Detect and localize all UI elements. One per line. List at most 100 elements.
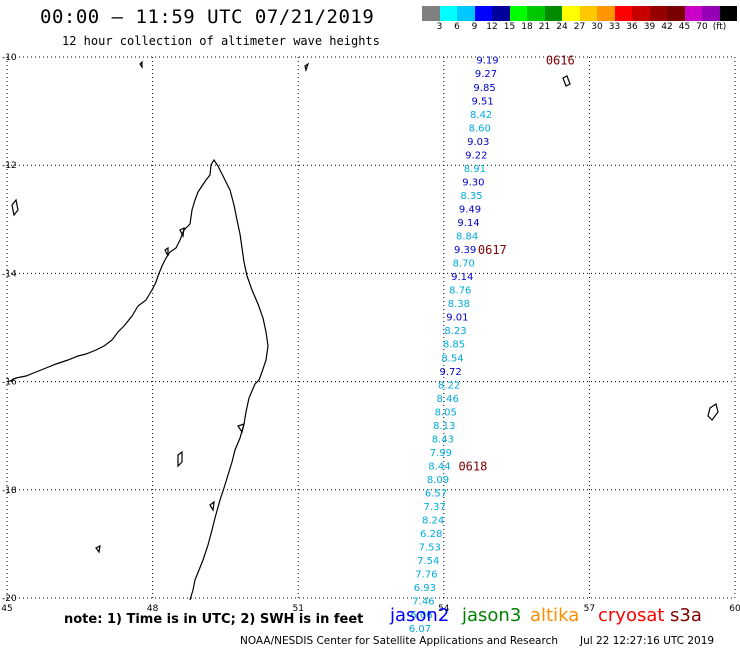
lat-tick-label: -12 (2, 161, 17, 171)
island (237, 423, 245, 434)
swh-label: 6.93 (414, 583, 436, 594)
colorbar-swatch (562, 6, 580, 21)
island (209, 500, 215, 512)
swh-label: 7.37 (423, 502, 445, 513)
colorbar-swatch (474, 6, 492, 21)
swh-label: 6.57 (425, 489, 447, 500)
island (304, 62, 310, 73)
island (11, 198, 19, 217)
time-marker: 0617 (478, 243, 507, 257)
satellite-legend-cryosat: cryosat (598, 605, 665, 626)
coastline (7, 60, 719, 601)
swh-label: 7.54 (417, 556, 439, 567)
colorbar-tick-label: 36 (626, 22, 638, 32)
swh-label: 9.01 (446, 313, 468, 324)
swh-label: 8.05 (435, 407, 457, 418)
colorbar-swatch (597, 6, 615, 21)
colorbar-swatch (649, 6, 667, 21)
lon-tick-label: 48 (147, 604, 159, 614)
colorbar-swatch (457, 6, 475, 21)
satellite-legend-jason2: jason2 (390, 605, 450, 626)
colorbar-tick-label: 12 (486, 22, 498, 32)
swh-label: 8.46 (437, 394, 459, 405)
lat-tick-label: -16 (2, 378, 17, 388)
swh-label: 6.28 (420, 529, 442, 540)
swh-label: 9.03 (467, 137, 489, 148)
colorbar-tick-label: 6 (454, 22, 460, 32)
swh-label: 9.39 (454, 245, 476, 256)
colorbar-tick-label: (ft) (712, 22, 727, 32)
swh-label: 8.60 (469, 123, 491, 134)
island (139, 60, 143, 69)
island (179, 226, 185, 239)
credit-text: NOAA/NESDIS Center for Satellite Applica… (240, 635, 558, 647)
swh-label: 8.38 (448, 299, 470, 310)
island (562, 75, 571, 87)
swh-label: 7.53 (419, 543, 441, 554)
swh-label: 8.84 (456, 232, 478, 243)
swh-label: 9.27 (475, 69, 497, 80)
colorbar-swatch (527, 6, 545, 21)
colorbar-tick-labels: 3 6 9 12 15 18 21 24 27 30 33 36 39 42 45 70 (ft) (422, 22, 740, 34)
colorbar-swatch (544, 6, 562, 21)
swh-label: 8.22 (438, 380, 460, 391)
island (95, 544, 101, 554)
colorbar-swatch (579, 6, 597, 21)
swh-label: 8.35 (460, 191, 482, 202)
lat-tick-label: -18 (2, 486, 17, 496)
footer-note: note: 1) Time is in UTC; 2) SWH is in fe… (64, 612, 364, 627)
swh-label: 6.06 (410, 610, 432, 621)
colorbar-tick-label: 45 (678, 22, 691, 32)
swh-label: 8.24 (422, 516, 444, 527)
madagascar-coastline (7, 158, 269, 601)
colorbar-tick-label: 9 (471, 22, 478, 32)
satellite-legend-s3a: s3a (670, 605, 702, 626)
wave-height-colorbar (422, 6, 737, 21)
time-markers: 0616 0617 0618 (458, 54, 574, 474)
swh-label: 8.91 (464, 164, 486, 175)
satellite-legend-altika: altika (530, 605, 580, 626)
swh-label: 9.72 (439, 367, 461, 378)
colorbar-swatch (684, 6, 702, 21)
swh-label: 8.13 (433, 421, 455, 432)
lat-tick-label: -10 (2, 53, 17, 63)
colorbar-tick-label: 3 (436, 22, 443, 32)
swh-label: 9.30 (462, 177, 484, 188)
colorbar-swatch (702, 6, 720, 21)
island (164, 246, 169, 257)
swh-label: 8.44 (428, 461, 450, 472)
swh-label: 8.70 (453, 259, 475, 270)
colorbar-swatch (719, 6, 737, 21)
swh-label: 8.85 (443, 340, 465, 351)
swh-label: 6.07 (409, 624, 431, 635)
map-title: 00:00 – 11:59 UTC 07/21/2019 (40, 6, 375, 28)
island (177, 450, 183, 468)
lat-tick-label: -20 (2, 594, 17, 604)
lon-tick-label: 51 (292, 604, 303, 614)
lon-tick-label: 45 (1, 604, 12, 614)
lat-lon-grid (6, 56, 736, 599)
swh-label: 9.49 (459, 204, 481, 215)
time-marker: 0616 (546, 54, 575, 68)
colorbar-tick-label: 27 (573, 22, 586, 32)
colorbar-tick-label: 30 (591, 22, 603, 32)
colorbar-swatch (667, 6, 685, 21)
swh-label: 8.09 (427, 475, 449, 486)
colorbar-swatch (439, 6, 457, 21)
swh-label: 9.85 (473, 83, 495, 94)
swh-label: 9.19 (476, 56, 498, 67)
swh-label: 8.76 (449, 286, 471, 297)
lat-tick-label: -14 (2, 269, 17, 279)
swh-label: 7.76 (415, 570, 437, 581)
swh-label: 8.54 (441, 353, 463, 364)
swh-label: 8.23 (444, 326, 466, 337)
colorbar-tick-label: 70 (696, 22, 708, 32)
colorbar-tick-label: 18 (521, 22, 533, 32)
swh-label: 7.99 (430, 448, 452, 459)
satellite-legend-jason3: jason3 (462, 605, 522, 626)
axis-tick-labels: 45 48 51 54 57 60 -10 -12 -14 -16 -18 -20 (1, 53, 740, 614)
colorbar-tick-label: 42 (661, 22, 673, 32)
colorbar-swatch (422, 6, 440, 21)
swh-label: 9.14 (457, 218, 479, 229)
swh-label: 9.22 (465, 150, 487, 161)
